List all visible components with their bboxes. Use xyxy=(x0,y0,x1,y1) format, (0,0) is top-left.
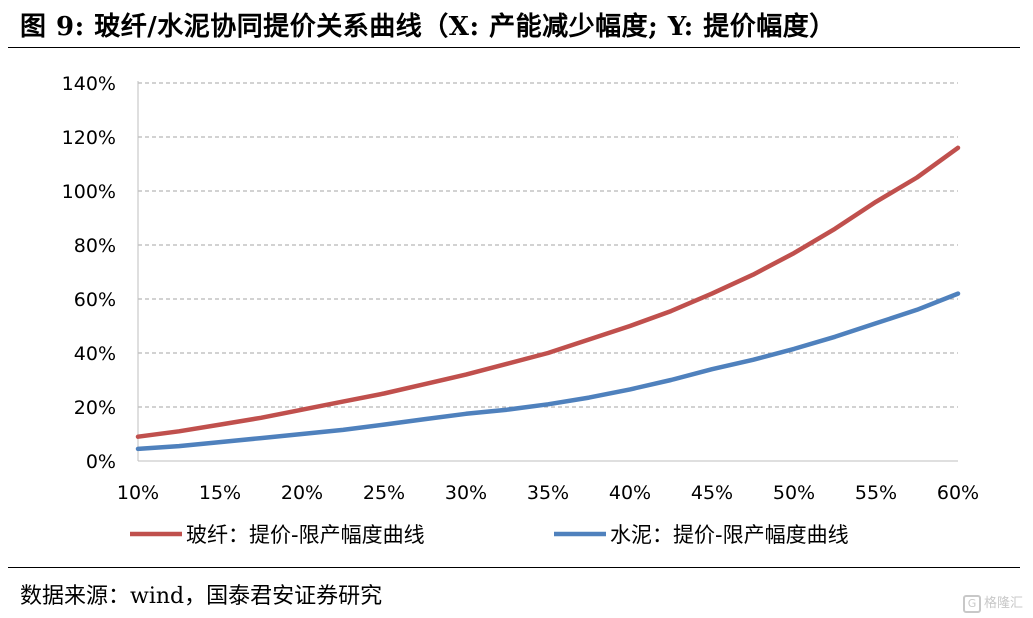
legend-label: 玻纤：提价-限产幅度曲线 xyxy=(186,523,425,547)
y-tick-label: 120% xyxy=(62,127,116,149)
watermark-text: 格隆汇 xyxy=(983,596,1023,611)
x-tick-label: 20% xyxy=(281,482,323,504)
x-tick-label: 10% xyxy=(117,482,159,504)
x-tick-label: 40% xyxy=(609,482,651,504)
chart-title: 图 9: 玻纤/水泥协同提价关系曲线（X: 产能减少幅度; Y: 提价幅度） xyxy=(20,12,836,42)
x-axis-ticks: 10% 15% 20% 25% 30% 35% 40% 45% 50% 55% 60% xyxy=(117,482,979,504)
watermark-logo-icon: G xyxy=(962,594,981,613)
y-tick-label: 80% xyxy=(74,235,116,257)
y-axis-ticks: 0% 20% 40% 60% 80% 100% 120% 140% xyxy=(62,73,116,473)
y-tick-label: 100% xyxy=(62,181,116,203)
series-lines xyxy=(135,145,961,452)
watermark: G 格隆汇 xyxy=(962,592,1023,613)
gridlines xyxy=(138,82,958,408)
y-tick-label: 20% xyxy=(74,397,116,419)
y-tick-label: 140% xyxy=(62,73,116,95)
x-tick-label: 15% xyxy=(199,482,241,504)
legend: 玻纤：提价-限产幅度曲线 水泥：提价-限产幅度曲线 xyxy=(130,523,849,547)
series-line-cement xyxy=(135,291,961,452)
series-line-glass-fiber xyxy=(135,145,961,439)
y-tick-label: 40% xyxy=(74,343,116,365)
x-tick-label: 60% xyxy=(937,482,979,504)
line-chart: 0% 20% 40% 60% 80% 100% 120% 140% 10% 15% 20% 25% 3… xyxy=(62,73,979,547)
footer-divider xyxy=(8,567,1020,568)
x-tick-label: 35% xyxy=(527,482,569,504)
y-tick-label: 60% xyxy=(74,289,116,311)
data-source-note: 数据来源：wind，国泰君安证券研究 xyxy=(20,584,383,609)
x-tick-label: 25% xyxy=(363,482,405,504)
title-divider xyxy=(8,47,1020,48)
legend-label: 水泥：提价-限产幅度曲线 xyxy=(610,523,849,547)
x-tick-label: 30% xyxy=(445,482,487,504)
axes xyxy=(137,81,958,462)
x-tick-label: 50% xyxy=(773,482,815,504)
x-tick-label: 45% xyxy=(691,482,733,504)
y-tick-label: 0% xyxy=(86,451,116,473)
x-tick-label: 55% xyxy=(855,482,897,504)
